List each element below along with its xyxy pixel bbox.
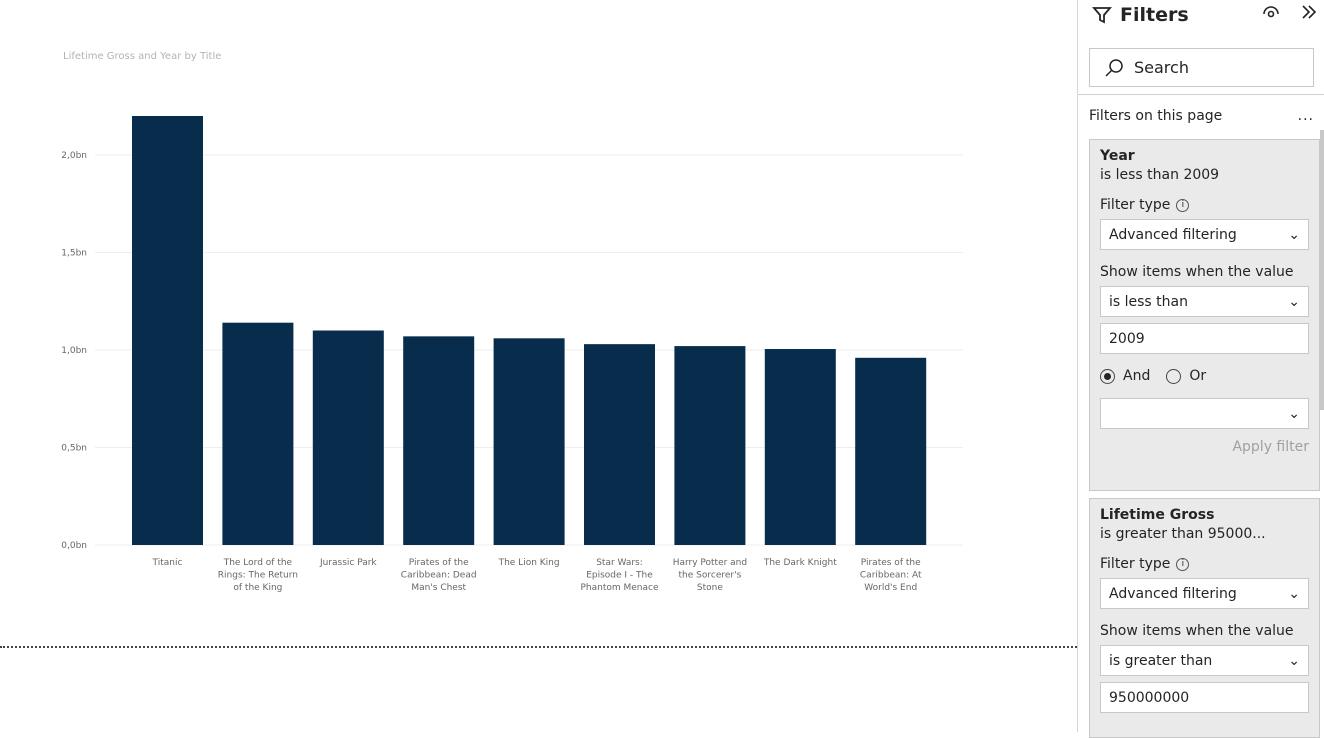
bar [584,344,655,545]
info-icon[interactable]: i [1176,198,1190,212]
show-items-label: Show items when the value [1100,264,1294,280]
report-canvas: Lifetime Gross and Year by Title 0,0bn 0,… [0,0,1077,648]
y-tick-label: 0,0bn [61,541,87,551]
filter-card-lifetime-gross[interactable]: Lifetime Gross is greater than 95000... … [1089,498,1320,738]
filters-header: Filters [1092,4,1189,26]
x-tick-label: Titanic [152,558,183,568]
bar [312,330,384,545]
filter-summary: is greater than 95000... [1100,526,1266,542]
filter-card-title: Lifetime Gross [1100,507,1215,523]
x-tick-label: Pirates of the Caribbean: At World's End [860,558,922,593]
chevron-down-icon: ⌄ [1288,293,1300,310]
x-tick-label: The Dark Knight [763,558,837,568]
chevron-down-icon: ⌄ [1288,405,1300,422]
dropdown-value: Advanced filtering [1109,226,1237,243]
x-tick-label: The Lord of the Rings: The Return of the K… [218,558,298,593]
and-radio[interactable] [1100,368,1115,384]
search-placeholder: Search [1134,58,1189,77]
x-tick-label: Harry Potter and the Sorcerer's Stone [673,558,747,593]
separator [1078,94,1324,95]
filter-type-dropdown[interactable]: Advanced filtering ⌄ [1100,578,1309,609]
y-tick-label: 1,5bn [61,249,87,259]
bar [403,336,475,545]
apply-filter-button[interactable]: Apply filter [1232,439,1309,455]
or-label: Or [1189,368,1207,384]
section-label: Filters on this page [1089,108,1223,124]
bar [222,322,294,545]
bar [855,357,927,545]
more-options-button[interactable]: ... [1297,108,1314,124]
y-tick-label: 2,0bn [61,151,87,161]
bar [132,116,203,545]
value-input[interactable]: 950000000 [1100,682,1309,713]
filter-card-title: Year [1100,148,1135,164]
chevron-down-icon: ⌄ [1288,652,1300,669]
x-tick-label: Jurassic Park [319,558,377,568]
filters-pane: Filters Search Filters on this page ... … [1077,0,1324,738]
search-input[interactable]: Search [1089,48,1314,87]
filter-type-label: Filter type [1100,197,1171,213]
second-condition-dropdown[interactable]: ⌄ [1100,398,1309,429]
condition-dropdown[interactable]: is greater than ⌄ [1100,645,1309,676]
bar [493,338,565,545]
page-divider [0,646,1077,648]
x-tick-label: Pirates of the Caribbean: Dead Man's Chest [401,558,477,593]
condition-dropdown[interactable]: is less than ⌄ [1100,286,1309,317]
info-icon[interactable]: i [1176,557,1190,571]
filters-title: Filters [1120,4,1189,26]
bar-chart[interactable]: 0,0bn 0,5bn 1,0bn 1,5bn 2,0bn Titanic The Lord… [0,0,1000,620]
filter-type-label: Filter type [1100,556,1171,572]
dropdown-value: is less than [1109,293,1188,310]
filter-summary: is less than 2009 [1100,167,1220,183]
dropdown-value: is greater than [1109,652,1213,669]
y-tick-label: 1,0bn [61,346,87,356]
search-icon [1105,58,1123,77]
x-tick-label: Star Wars: Episode I - The Phantom Menace [580,558,658,593]
chevron-down-icon: ⌄ [1288,226,1300,243]
filter-card-year[interactable]: Year is less than 2009 Filter type i Adva… [1089,139,1320,491]
scrollbar[interactable] [1320,130,1324,410]
x-tick-label: The Lion King [498,558,560,568]
chart-title: Lifetime Gross and Year by Title [63,51,222,62]
show-items-label: Show items when the value [1100,623,1294,639]
chevron-down-icon: ⌄ [1288,585,1300,602]
value-input[interactable]: 2009 [1100,323,1309,354]
or-radio[interactable] [1166,368,1182,384]
filter-type-dropdown[interactable]: Advanced filtering ⌄ [1100,219,1309,250]
eye-icon[interactable] [1262,4,1280,24]
dropdown-value: Advanced filtering [1109,585,1237,602]
filter-icon [1092,7,1112,24]
y-tick-label: 0,5bn [61,444,87,454]
bar [764,349,836,545]
and-label: And [1123,368,1151,384]
collapse-pane-icon[interactable] [1300,4,1318,24]
bar [674,346,746,545]
